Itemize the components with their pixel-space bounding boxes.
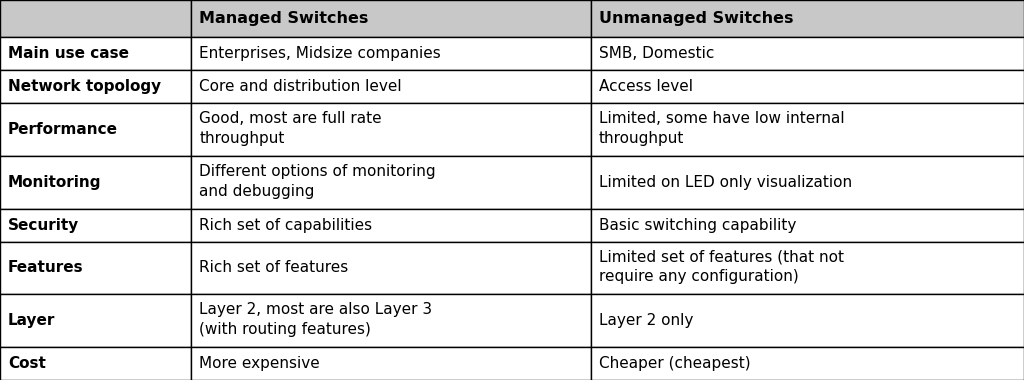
Text: More expensive: More expensive bbox=[200, 356, 321, 371]
Bar bbox=[0, 103, 191, 156]
Text: Cost: Cost bbox=[8, 356, 46, 371]
Bar bbox=[0, 70, 191, 103]
Bar bbox=[591, 37, 1024, 70]
Text: Basic switching capability: Basic switching capability bbox=[599, 218, 797, 233]
Bar bbox=[191, 103, 591, 156]
Bar bbox=[191, 70, 591, 103]
Text: Rich set of features: Rich set of features bbox=[200, 260, 349, 276]
Text: Performance: Performance bbox=[8, 122, 118, 137]
Bar bbox=[591, 0, 1024, 37]
Bar bbox=[0, 37, 191, 70]
Text: Unmanaged Switches: Unmanaged Switches bbox=[599, 11, 794, 26]
Bar bbox=[591, 156, 1024, 209]
Bar bbox=[191, 37, 591, 70]
Text: Cheaper (cheapest): Cheaper (cheapest) bbox=[599, 356, 751, 371]
Bar bbox=[191, 347, 591, 380]
Bar bbox=[591, 103, 1024, 156]
Bar bbox=[191, 156, 591, 209]
Text: Limited, some have low internal
throughput: Limited, some have low internal throughp… bbox=[599, 111, 845, 146]
Text: Layer: Layer bbox=[8, 313, 55, 328]
Text: Security: Security bbox=[8, 218, 79, 233]
Text: Different options of monitoring
and debugging: Different options of monitoring and debu… bbox=[200, 164, 436, 199]
Text: Enterprises, Midsize companies: Enterprises, Midsize companies bbox=[200, 46, 441, 61]
Text: Rich set of capabilities: Rich set of capabilities bbox=[200, 218, 373, 233]
Text: Main use case: Main use case bbox=[8, 46, 129, 61]
Bar bbox=[191, 0, 591, 37]
Bar bbox=[591, 209, 1024, 242]
Text: Monitoring: Monitoring bbox=[8, 175, 101, 190]
Text: Good, most are full rate
throughput: Good, most are full rate throughput bbox=[200, 111, 382, 146]
Bar bbox=[0, 156, 191, 209]
Text: Core and distribution level: Core and distribution level bbox=[200, 79, 402, 94]
Bar bbox=[0, 242, 191, 294]
Text: Network topology: Network topology bbox=[8, 79, 161, 94]
Text: Limited on LED only visualization: Limited on LED only visualization bbox=[599, 175, 852, 190]
Text: Access level: Access level bbox=[599, 79, 693, 94]
Bar bbox=[0, 294, 191, 347]
Text: Managed Switches: Managed Switches bbox=[200, 11, 369, 26]
Text: SMB, Domestic: SMB, Domestic bbox=[599, 46, 714, 61]
Bar bbox=[591, 347, 1024, 380]
Text: Layer 2, most are also Layer 3
(with routing features): Layer 2, most are also Layer 3 (with rou… bbox=[200, 302, 432, 337]
Bar bbox=[591, 242, 1024, 294]
Bar bbox=[0, 0, 191, 37]
Bar bbox=[0, 347, 191, 380]
Bar bbox=[0, 209, 191, 242]
Bar bbox=[191, 294, 591, 347]
Text: Layer 2 only: Layer 2 only bbox=[599, 313, 693, 328]
Bar bbox=[591, 70, 1024, 103]
Text: Limited set of features (that not
require any configuration): Limited set of features (that not requir… bbox=[599, 250, 844, 285]
Bar bbox=[591, 294, 1024, 347]
Bar bbox=[191, 242, 591, 294]
Text: Features: Features bbox=[8, 260, 84, 276]
Bar bbox=[191, 209, 591, 242]
